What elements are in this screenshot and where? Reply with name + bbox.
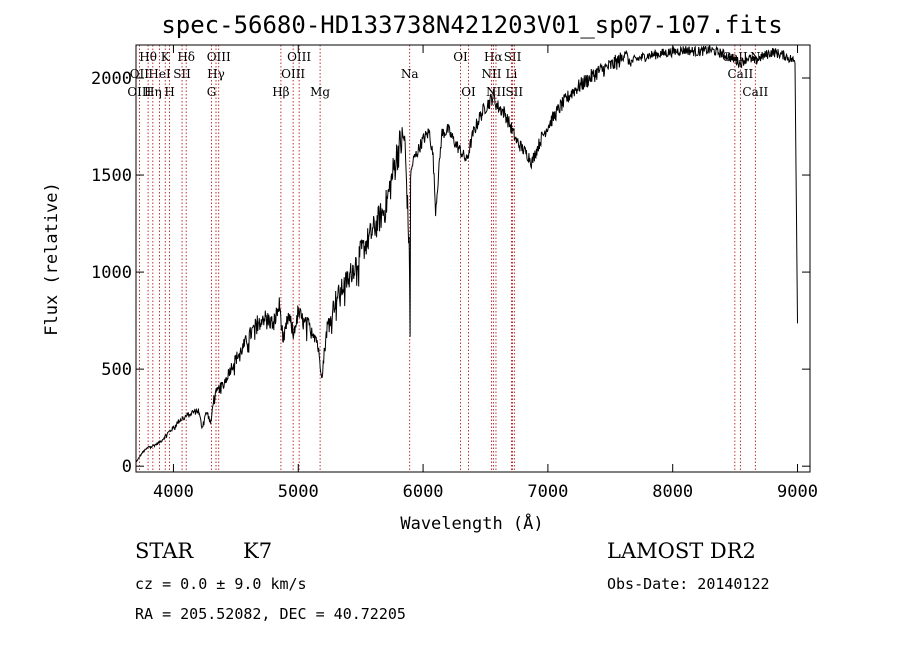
coordinates-text: RA = 205.52082, DEC = 40.72205 (135, 605, 406, 623)
y-tick-label: 0 (122, 457, 132, 477)
line-marker-label: Hθ (139, 50, 157, 64)
line-marker-label: SII (504, 50, 522, 64)
x-tick-label: 4000 (153, 482, 194, 502)
line-marker-label: OII (130, 67, 150, 81)
series-layer (135, 44, 798, 463)
y-axis-label: Flux (relative) (42, 182, 62, 336)
object-class: STAR (135, 539, 194, 563)
line-marker-label: OIII (127, 85, 151, 99)
y-tick-label: 1500 (91, 166, 132, 186)
x-tick-label: 8000 (652, 482, 693, 502)
y-tick-label: 2000 (91, 69, 132, 89)
line-marker-label: CaII (742, 85, 768, 99)
line-marker-label: SII (505, 85, 523, 99)
plot-frame (135, 44, 811, 473)
line-marker-label: NII (486, 85, 506, 99)
line-marker-label: OIII (207, 50, 231, 64)
line-markers: Hθ OII OIII K HeI Hη Hδ SII H OIII Hγ G OIII OIII Hβ Mg… (127, 45, 768, 472)
line-marker-label: Hβ (272, 85, 289, 99)
line-marker-label: OI (453, 50, 468, 64)
spectrum-line (135, 44, 798, 463)
object-subclass: K7 (243, 539, 272, 563)
line-marker-label: H (164, 85, 174, 99)
line-marker-label: Hδ (177, 50, 195, 64)
line-marker-label: Mg (310, 85, 330, 99)
x-axis-label: Wavelength (Å) (400, 512, 543, 534)
line-marker-label: Hα (484, 50, 503, 64)
y-tick-label: 1000 (91, 263, 132, 283)
axis-ticks: 4000 5000 6000 7000 8000 9000 0 500 1000 1500 2000 (91, 45, 818, 502)
line-marker-label: Hγ (207, 67, 225, 81)
line-marker-label: K (161, 50, 171, 64)
survey-name: LAMOST DR2 (607, 539, 756, 563)
line-marker-label: OIII (287, 50, 311, 64)
line-marker-label: Na (401, 67, 419, 81)
x-tick-label: 7000 (527, 482, 568, 502)
x-tick-label: 9000 (777, 482, 818, 502)
y-tick-label: 500 (101, 360, 132, 380)
x-tick-label: 6000 (403, 482, 444, 502)
line-marker-label: CaII (727, 67, 753, 81)
x-tick-label: 5000 (278, 482, 319, 502)
line-marker-label: OI (461, 85, 476, 99)
line-marker-label: NII (481, 67, 501, 81)
line-marker-label: SII (173, 67, 191, 81)
line-marker-label: HeI (148, 67, 171, 81)
line-marker-label: Li (506, 67, 518, 81)
obs-date-text: Obs-Date: 20140122 (607, 575, 770, 593)
chart-title: spec-56680-HD133738N421203V01_sp07-107.f… (161, 11, 782, 39)
redshift-text: cz = 0.0 ± 9.0 km/s (135, 575, 307, 593)
line-marker-label: OIII (281, 67, 305, 81)
line-marker-label: G (207, 85, 217, 99)
line-marker-label: Hη (144, 85, 162, 99)
